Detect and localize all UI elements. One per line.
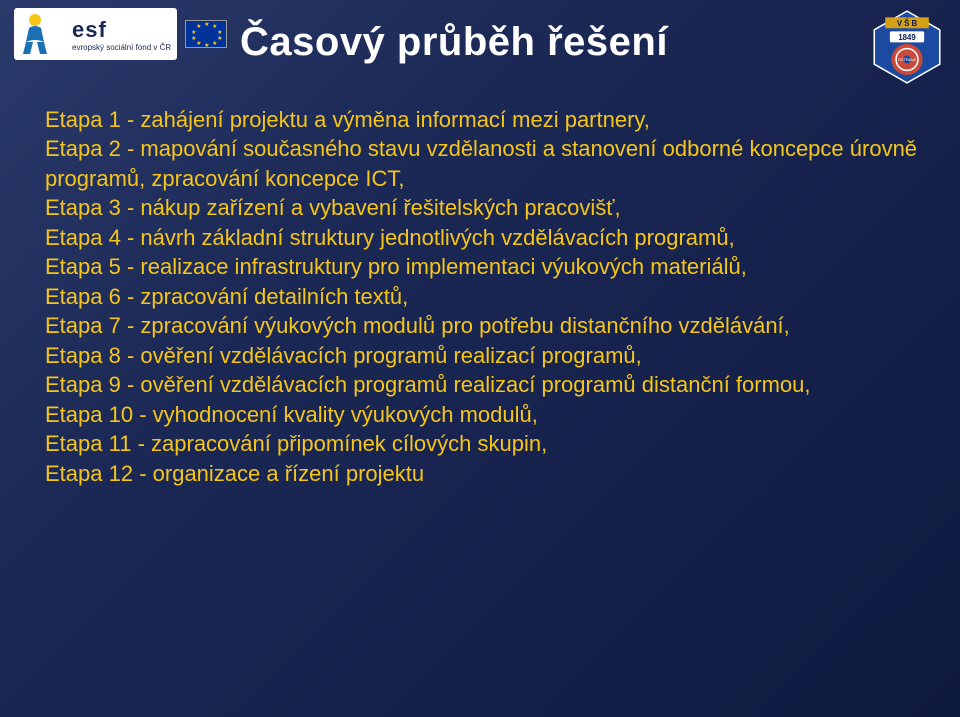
etapa-label: Etapa 4: [45, 225, 121, 250]
etapa-item: Etapa 2 - mapování současného stavu vzdě…: [45, 134, 930, 193]
etapa-item: Etapa 5 - realizace infrastruktury pro i…: [45, 252, 930, 281]
slide: esf evropský sociální fond v ČR ★ ★ ★ ★ …: [0, 0, 960, 717]
esf-text-block: esf evropský sociální fond v ČR: [72, 17, 171, 52]
etapa-text: ověření vzdělávacích programů realizací …: [140, 372, 810, 397]
eu-flag-icon: ★ ★ ★ ★ ★ ★ ★ ★ ★ ★: [185, 20, 227, 48]
vsb-gear-icon: OSTRAVA: [891, 44, 922, 75]
etapa-label: Etapa 10: [45, 402, 133, 427]
slide-title: Časový průběh řešení: [240, 20, 820, 65]
etapa-item: Etapa 4 - návrh základní struktury jedno…: [45, 223, 930, 252]
etapa-label: Etapa 1: [45, 107, 121, 132]
vsb-letters: V Š B: [897, 19, 918, 28]
esf-subtitle: evropský sociální fond v ČR: [72, 43, 171, 52]
etapa-text: nákup zařízení a vybavení řešitelských p…: [140, 195, 620, 220]
etapa-text: mapování současného stavu vzdělanosti a …: [45, 136, 917, 190]
etapa-text: zahájení projektu a výměna informací mez…: [140, 107, 650, 132]
etapa-item: Etapa 7 - zpracování výukových modulů pr…: [45, 311, 930, 340]
etapa-item: Etapa 10 - vyhodnocení kvality výukových…: [45, 400, 930, 429]
vsb-city: OSTRAVA: [898, 57, 916, 62]
etapa-text: realizace infrastruktury pro implementac…: [140, 254, 746, 279]
etapa-text: návrh základní struktury jednotlivých vz…: [140, 225, 734, 250]
slide-body: Etapa 1 - zahájení projektu a výměna inf…: [45, 105, 930, 488]
etapa-label: Etapa 11: [45, 431, 131, 456]
etapa-text: zpracování detailních textů,: [140, 284, 408, 309]
etapa-label: Etapa 9: [45, 372, 121, 397]
etapa-label: Etapa 5: [45, 254, 121, 279]
etapa-item: Etapa 6 - zpracování detailních textů,: [45, 282, 930, 311]
etapa-text: organizace a řízení projektu: [153, 461, 425, 486]
etapa-text: vyhodnocení kvality výukových modulů,: [153, 402, 538, 427]
etapa-text: zapracování připomínek cílových skupin,: [151, 431, 547, 456]
etapa-label: Etapa 7: [45, 313, 121, 338]
vsb-year: 1849: [898, 33, 916, 42]
etapa-item: Etapa 3 - nákup zařízení a vybavení řeši…: [45, 193, 930, 222]
etapa-label: Etapa 12: [45, 461, 133, 486]
etapa-item: Etapa 1 - zahájení projektu a výměna inf…: [45, 105, 930, 134]
esf-letters: esf: [72, 17, 171, 43]
vsb-banner-icon: V Š B: [885, 17, 929, 28]
etapa-item: Etapa 8 - ověření vzdělávacích programů …: [45, 341, 930, 370]
etapa-label: Etapa 8: [45, 343, 121, 368]
etapa-text: ověření vzdělávacích programů realizací …: [140, 343, 641, 368]
etapa-item: Etapa 11 - zapracování připomínek cílový…: [45, 429, 930, 458]
etapa-item: Etapa 9 - ověření vzdělávacích programů …: [45, 370, 930, 399]
etapa-label: Etapa 6: [45, 284, 121, 309]
vsb-logo: V Š B 1849 OSTRAVA: [868, 8, 946, 86]
etapa-text: zpracování výukových modulů pro potřebu …: [140, 313, 789, 338]
esf-figure-icon: [20, 12, 66, 56]
etapa-item: Etapa 12 - organizace a řízení projektu: [45, 459, 930, 488]
etapa-label: Etapa 3: [45, 195, 121, 220]
logo-cluster-left: esf evropský sociální fond v ČR ★ ★ ★ ★ …: [14, 8, 227, 60]
etapa-label: Etapa 2: [45, 136, 121, 161]
esf-logo: esf evropský sociální fond v ČR: [14, 8, 177, 60]
